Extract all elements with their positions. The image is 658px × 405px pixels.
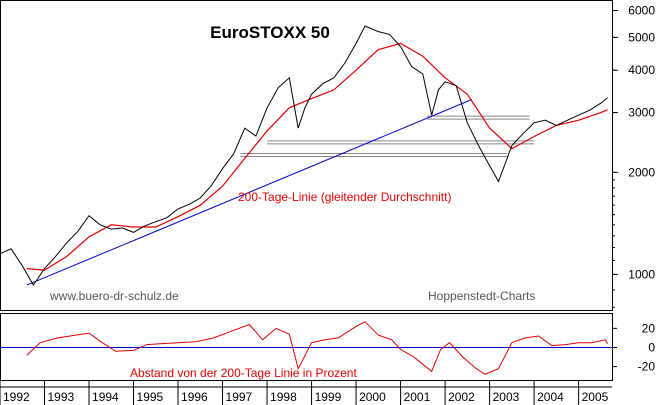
y-tick-label: 2000 <box>628 165 655 179</box>
x-tick-label: 1994 <box>92 390 119 404</box>
y-tick-label: 5000 <box>628 30 655 44</box>
y-tick-label: 6000 <box>628 4 655 18</box>
sub-y-tick-label: 20 <box>642 321 656 335</box>
x-tick-label: 1992 <box>3 390 30 404</box>
ma-annotation: 200-Tage-Linie (gleitender Durchschnitt) <box>238 190 451 204</box>
x-tick-label: 2004 <box>537 390 564 404</box>
trend-line <box>26 99 472 286</box>
x-tick-label: 2005 <box>582 390 609 404</box>
x-axis: 1992 1993 1994 1995 1996 1997 1998 1999 2000 2001… <box>0 381 612 405</box>
oscillator-label: Abstand von der 200-Tage Linie in Prozen… <box>130 366 357 380</box>
moving-average-line <box>26 42 608 271</box>
sub-y-tick-label: -20 <box>638 360 656 374</box>
main-price-panel: 1000 2000 3000 4000 5000 6000 EuroSTOXX 50 20… <box>0 0 655 311</box>
x-tick-label: 2000 <box>359 390 386 404</box>
x-tick-label: 1998 <box>270 390 297 404</box>
x-tick-label: 1993 <box>48 390 75 404</box>
sub-y-tick-label: 0 <box>648 341 655 355</box>
website-annotation: www.buero-dr-schulz.de <box>49 289 179 303</box>
price-line <box>0 25 608 287</box>
y-tick-label: 4000 <box>628 63 655 77</box>
chart-title: EuroSTOXX 50 <box>210 23 330 42</box>
x-tick-label: 1999 <box>315 390 342 404</box>
x-tick-label: 2002 <box>448 390 475 404</box>
source-annotation: Hoppenstedt-Charts <box>428 289 535 303</box>
x-tick-label: 2001 <box>404 390 431 404</box>
y-tick-label: 1000 <box>628 267 655 281</box>
x-tick-label: 1995 <box>137 390 164 404</box>
oscillator-line <box>26 321 608 375</box>
x-tick-label: 2003 <box>493 390 520 404</box>
x-tick-label: 1996 <box>181 390 208 404</box>
oscillator-panel: 20 0 -20 Abstand von der 200-Tage Linie in… <box>0 313 656 381</box>
y-tick-label: 3000 <box>628 106 655 120</box>
x-tick-label: 1997 <box>226 390 253 404</box>
